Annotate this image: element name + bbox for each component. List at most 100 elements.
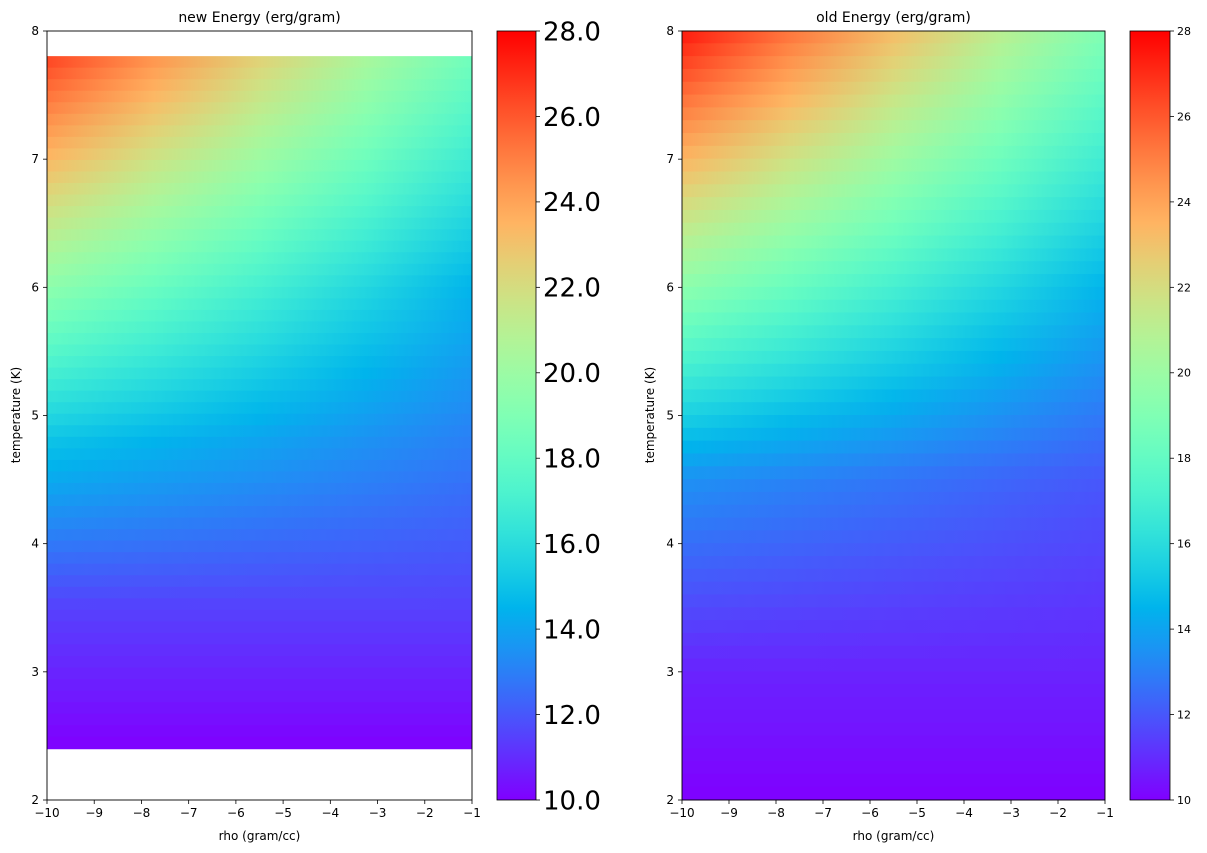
heatmap-band — [47, 459, 472, 473]
heatmap-band — [47, 309, 472, 323]
heatmap-band — [47, 298, 472, 311]
y-tick-label: 2 — [31, 793, 39, 807]
y-tick-label: 4 — [31, 537, 39, 551]
heatmap-band — [682, 427, 1105, 442]
heatmap-band — [47, 725, 472, 738]
x-axis-label: rho (gram/cc) — [219, 829, 301, 843]
heatmap-band — [682, 350, 1105, 365]
heatmap-band — [47, 159, 472, 173]
heatmap-band — [682, 94, 1105, 109]
x-tick-label: −9 — [720, 806, 738, 820]
heatmap-band — [47, 79, 472, 92]
colorbar-tick-label: 20.0 — [543, 359, 601, 389]
x-tick-label: −2 — [1049, 806, 1067, 820]
heatmap-band — [47, 667, 472, 681]
heatmap-band — [682, 171, 1105, 186]
heatmap-band — [682, 722, 1105, 737]
x-tick-label: −2 — [416, 806, 434, 820]
x-tick-label: −8 — [767, 806, 785, 820]
heatmap-band — [47, 356, 472, 369]
y-tick-label: 6 — [666, 280, 674, 294]
x-tick-label: −8 — [133, 806, 151, 820]
heatmap-band — [47, 90, 472, 104]
colorbar-tick-label: 18.0 — [543, 445, 601, 475]
y-tick-label: 8 — [666, 24, 674, 38]
x-tick-label: −10 — [669, 806, 694, 820]
x-tick-label: −6 — [861, 806, 879, 820]
heatmap-band — [47, 713, 472, 727]
chart-title: new Energy (erg/gram) — [178, 10, 340, 26]
heatmap-band — [682, 145, 1105, 160]
heatmap-band — [682, 645, 1105, 660]
heatmap-band — [682, 517, 1105, 532]
heatmap-band — [682, 158, 1105, 173]
heatmap-band — [682, 197, 1105, 211]
heatmap-band — [47, 194, 472, 208]
x-tick-label: −1 — [463, 806, 481, 820]
heatmap-band — [47, 598, 472, 611]
heatmap-band — [682, 440, 1105, 455]
heatmap-band — [682, 658, 1105, 673]
heatmap-band — [47, 113, 472, 127]
y-tick-label: 5 — [666, 409, 674, 423]
panel-old-energy: old Energy (erg/gram) temperature (K) rh… — [643, 10, 1191, 843]
heatmap-band — [682, 773, 1105, 788]
x-tick-label: −4 — [955, 806, 973, 820]
heatmap-band — [47, 332, 472, 346]
heatmap-band — [682, 761, 1105, 775]
heatmap-band — [682, 543, 1105, 557]
y-tick-label: 3 — [31, 665, 39, 679]
heatmap-band — [682, 568, 1105, 583]
heatmap-band — [682, 786, 1105, 801]
heatmap-band — [47, 436, 472, 450]
heatmap-band — [47, 575, 472, 588]
colorbar-tick-label: 10.0 — [543, 786, 601, 816]
heatmap-band — [47, 367, 472, 381]
heatmap-band — [682, 684, 1105, 698]
y-tick-label: 7 — [31, 152, 39, 166]
colorbar: 10 12 14 16 18 20 22 24 26 28 — [1129, 25, 1191, 807]
heatmap-band — [682, 261, 1105, 276]
y-tick-label: 2 — [666, 793, 674, 807]
x-tick-label: −9 — [85, 806, 103, 820]
heatmap-band — [47, 229, 472, 242]
heatmap-band — [682, 209, 1105, 224]
heatmap-band — [682, 581, 1105, 596]
y-tick-label: 3 — [666, 665, 674, 679]
heatmap-band — [682, 30, 1105, 45]
heatmap-band — [47, 125, 472, 138]
y-tick-label: 7 — [666, 152, 674, 166]
heatmap-band — [47, 471, 472, 484]
y-axis-label: temperature (K) — [9, 367, 23, 463]
x-tick-label: −5 — [908, 806, 926, 820]
heatmap-band — [682, 530, 1105, 545]
heatmap-band — [682, 120, 1105, 135]
heatmap-band — [682, 81, 1105, 96]
heatmap-band — [682, 286, 1105, 301]
heatmap-band — [47, 56, 472, 69]
heatmap-band — [682, 479, 1105, 493]
colorbar-tick-label: 20 — [1177, 367, 1191, 380]
heatmap-band — [682, 312, 1105, 327]
heatmap-band — [682, 376, 1105, 391]
heatmap-band — [47, 655, 472, 669]
heatmap-band — [47, 136, 472, 150]
heatmap-band — [47, 517, 472, 531]
colorbar-tick-label: 24 — [1177, 196, 1191, 209]
x-tick-label: −5 — [274, 806, 292, 820]
heatmap-band — [682, 735, 1105, 750]
heatmap-band — [682, 607, 1105, 622]
heatmap-band — [682, 415, 1105, 429]
heatmap-band — [682, 325, 1105, 340]
heatmap-band — [47, 390, 472, 404]
heatmap-band — [47, 240, 472, 254]
y-tick-label: 5 — [31, 409, 39, 423]
heatmap-band — [47, 586, 472, 600]
x-tick-label: −7 — [180, 806, 198, 820]
colorbar-tick-label: 12 — [1177, 709, 1191, 722]
heatmap — [47, 56, 472, 750]
heatmap-band — [682, 504, 1105, 519]
heatmap-band — [682, 491, 1105, 506]
heatmap-band — [47, 252, 472, 265]
